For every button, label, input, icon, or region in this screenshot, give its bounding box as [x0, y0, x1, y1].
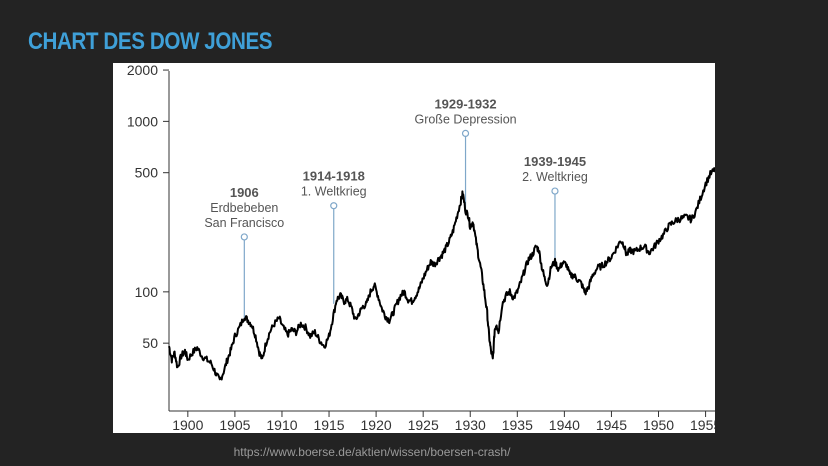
- y-tick-label: 2000: [127, 63, 158, 78]
- x-tick-label: 1905: [219, 417, 250, 433]
- chart-series: [168, 166, 715, 381]
- x-tick-label: 1940: [549, 417, 580, 433]
- annotation-text: Erdbebeben: [210, 201, 278, 215]
- annotation-text: 2. Weltkrieg: [522, 170, 588, 184]
- x-tick-label: 1930: [455, 417, 486, 433]
- x-tick-label: 1945: [596, 417, 627, 433]
- chart-panel: 50 100 500 1000 2000 1900 1905 1910 1915 1920 1925…: [113, 63, 715, 433]
- x-tick-label: 1935: [502, 417, 533, 433]
- x-tick-label: 1920: [361, 417, 392, 433]
- x-tick-label: 1910: [266, 417, 297, 433]
- chart-axes: 50 100 500 1000 2000 1900 1905 1910 1915 1920 1925…: [127, 63, 715, 433]
- y-tick-label: 50: [142, 335, 158, 351]
- source-link[interactable]: https://www.boerse.de/aktien/wissen/boer…: [233, 445, 511, 459]
- series-line: [168, 166, 715, 381]
- annotation-year: 1939-1945: [524, 154, 586, 169]
- annotation-year: 1914-1918: [303, 169, 365, 184]
- y-tick-label: 100: [135, 284, 159, 300]
- y-tick-label: 500: [135, 165, 159, 181]
- x-tick-label: 1900: [172, 417, 203, 433]
- x-tick-label: 1950: [643, 417, 674, 433]
- annotation-text: Große Depression: [414, 112, 516, 126]
- dow-jones-chart: 50 100 500 1000 2000 1900 1905 1910 1915 1920 1925…: [127, 63, 715, 433]
- x-tick-label: 1955: [690, 417, 715, 433]
- x-tick-label: 1915: [313, 417, 344, 433]
- slide-title: CHART DES DOW JONES: [28, 28, 273, 55]
- annotation-text: 1. Weltkrieg: [301, 185, 367, 199]
- annotation-year: 1906: [230, 185, 259, 200]
- annotation-marker: [330, 202, 338, 210]
- x-tick-label: 1925: [408, 417, 439, 433]
- annotation-marker: [461, 129, 470, 138]
- annotation-marker: [551, 187, 559, 195]
- annotation-year: 1929-1932: [434, 96, 496, 111]
- annotation-text: San Francisco: [204, 216, 284, 230]
- annotation-marker: [240, 233, 248, 241]
- y-tick-label: 1000: [127, 113, 158, 129]
